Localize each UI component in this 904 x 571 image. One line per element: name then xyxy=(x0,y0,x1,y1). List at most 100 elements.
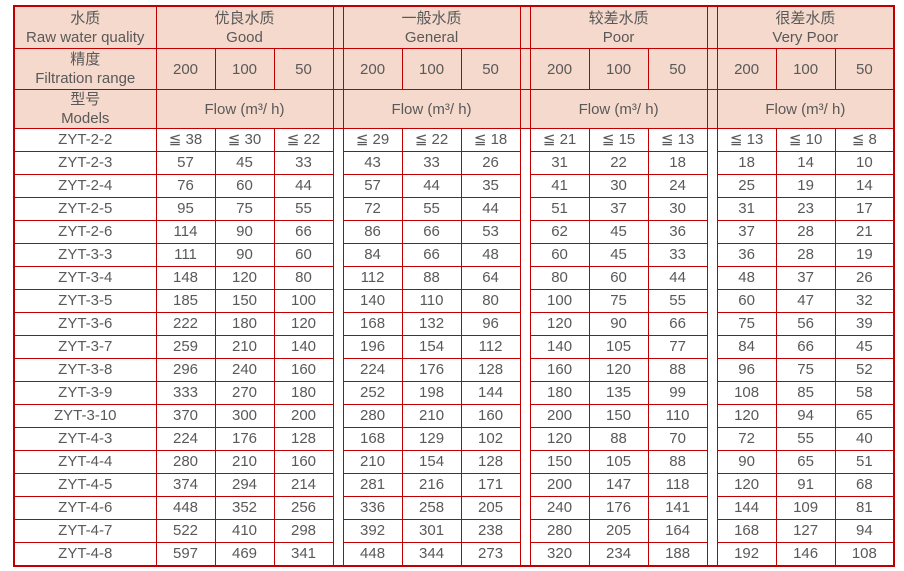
group-spacer xyxy=(706,197,718,221)
table-row: ZYT-4-7 522 410 298 392 301 238 280 205 164 168 127… xyxy=(13,519,895,543)
flow-value-cell: 10 xyxy=(834,151,895,175)
flow-value-cell: ≦ 30 xyxy=(214,128,275,152)
flow-value-cell: 65 xyxy=(834,404,895,428)
flow-value-cell: 252 xyxy=(342,381,403,405)
flow-value-cell: 160 xyxy=(529,358,590,382)
flow-value-cell: 32 xyxy=(834,289,895,313)
flow-value-cell: 44 xyxy=(647,266,708,290)
group-header-good: 优良水质 Good xyxy=(155,5,334,49)
group-spacer xyxy=(706,243,718,267)
model-cell: ZYT-3-9 xyxy=(13,381,157,405)
model-cell: ZYT-3-8 xyxy=(13,358,157,382)
precision-50: 50 xyxy=(647,48,708,90)
flow-value-cell: 25 xyxy=(716,174,777,198)
flow-value-cell: 222 xyxy=(155,312,216,336)
group-good-en: Good xyxy=(226,28,263,46)
flow-value-cell: ≦ 29 xyxy=(342,128,403,152)
flow-value-cell: 80 xyxy=(460,289,521,313)
flow-value-cell: 102 xyxy=(460,427,521,451)
flow-value-cell: 53 xyxy=(460,220,521,244)
flow-value-cell: 281 xyxy=(342,473,403,497)
flow-value-cell: 108 xyxy=(834,542,895,567)
group-spacer xyxy=(519,151,531,175)
group-spacer xyxy=(706,427,718,451)
corner-precision-zh: 精度 xyxy=(70,51,101,68)
table-row: ZYT-3-4 148 120 80 112 88 64 80 60 44 48 37 26 xyxy=(13,266,895,290)
model-cell: ZYT-4-6 xyxy=(13,496,157,520)
group-spacer xyxy=(706,381,718,405)
flow-value-cell: 135 xyxy=(588,381,649,405)
flow-value-cell: 60 xyxy=(588,266,649,290)
flow-value-cell: 47 xyxy=(775,289,836,313)
flow-value-cell: 150 xyxy=(588,404,649,428)
flow-value-cell: 320 xyxy=(529,542,590,567)
flow-value-cell: 110 xyxy=(401,289,462,313)
group-spacer xyxy=(706,5,718,49)
flow-value-cell: 234 xyxy=(588,542,649,567)
group-spacer xyxy=(332,243,344,267)
flow-value-cell: 43 xyxy=(342,151,403,175)
flow-value-cell: 448 xyxy=(342,542,403,567)
table-row: ZYT-3-9 333 270 180 252 198 144 180 135 99 108 85 58 xyxy=(13,381,895,405)
flow-value-cell: 19 xyxy=(775,174,836,198)
flow-value-cell: 84 xyxy=(342,243,403,267)
flow-value-cell: 188 xyxy=(647,542,708,567)
group-spacer xyxy=(332,289,344,313)
precision-200: 200 xyxy=(155,48,216,90)
flow-value-cell: 45 xyxy=(588,220,649,244)
flow-value-cell: 56 xyxy=(775,312,836,336)
flow-value-cell: 205 xyxy=(460,496,521,520)
group-spacer xyxy=(332,427,344,451)
precision-50: 50 xyxy=(273,48,334,90)
group-spacer xyxy=(519,496,531,520)
group-spacer xyxy=(706,358,718,382)
flow-value-cell: 24 xyxy=(647,174,708,198)
flow-value-cell: ≦ 22 xyxy=(273,128,334,152)
corner-quality-zh: 水质 xyxy=(70,9,101,27)
flow-value-cell: 410 xyxy=(214,519,275,543)
model-cell: ZYT-4-7 xyxy=(13,519,157,543)
group-general-zh: 一般水质 xyxy=(401,9,462,27)
model-cell: ZYT-4-3 xyxy=(13,427,157,451)
group-spacer xyxy=(706,151,718,175)
flow-value-cell: 88 xyxy=(401,266,462,290)
group-spacer xyxy=(706,174,718,198)
flow-value-cell: 370 xyxy=(155,404,216,428)
corner-models-en: Models xyxy=(61,110,110,127)
flow-value-cell: 19 xyxy=(834,243,895,267)
flow-value-cell: 164 xyxy=(647,519,708,543)
group-spacer xyxy=(519,5,531,49)
flow-value-cell: 60 xyxy=(214,174,275,198)
group-spacer xyxy=(519,174,531,198)
table-row: ZYT-2-3 57 45 33 43 33 26 31 22 18 18 14 10 xyxy=(13,151,895,175)
flow-value-cell: 90 xyxy=(588,312,649,336)
flow-value-cell: 522 xyxy=(155,519,216,543)
flow-value-cell: 301 xyxy=(401,519,462,543)
flow-value-cell: 55 xyxy=(401,197,462,221)
flow-value-cell: 110 xyxy=(647,404,708,428)
model-cell: ZYT-2-6 xyxy=(13,220,157,244)
flow-value-cell: 112 xyxy=(460,335,521,359)
precision-200: 200 xyxy=(529,48,590,90)
flow-value-cell: 224 xyxy=(155,427,216,451)
flow-value-cell: 37 xyxy=(775,266,836,290)
group-spacer xyxy=(519,358,531,382)
flow-value-cell: 148 xyxy=(155,266,216,290)
group-spacer xyxy=(332,48,344,90)
flow-value-cell: 28 xyxy=(775,220,836,244)
flow-header: Flow (m³/ h) xyxy=(342,89,521,129)
flow-value-cell: 41 xyxy=(529,174,590,198)
group-spacer xyxy=(519,542,531,566)
group-spacer xyxy=(519,335,531,359)
flow-value-cell: 100 xyxy=(273,289,334,313)
flow-value-cell: 296 xyxy=(155,358,216,382)
flow-value-cell: 37 xyxy=(716,220,777,244)
flow-value-cell: 180 xyxy=(273,381,334,405)
flow-value-cell: 100 xyxy=(529,289,590,313)
flow-value-cell: 75 xyxy=(775,358,836,382)
table-row: ZYT-3-6 222 180 120 168 132 96 120 90 66 75 56 39 xyxy=(13,312,895,336)
group-spacer xyxy=(519,128,531,152)
group-spacer xyxy=(332,197,344,221)
precision-100: 100 xyxy=(588,48,649,90)
flow-value-cell: 64 xyxy=(460,266,521,290)
